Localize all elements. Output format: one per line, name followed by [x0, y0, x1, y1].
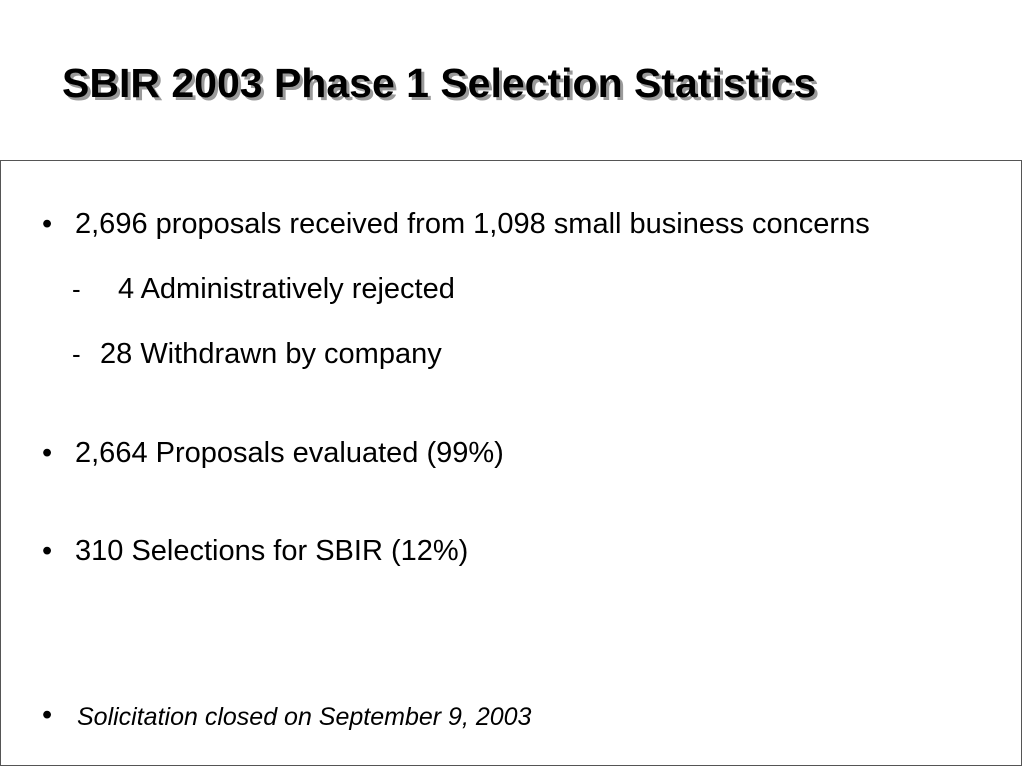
bullet-selections: 310 Selections for SBIR (12%) — [75, 535, 469, 567]
sub-item-administratively-rejected: 4 Administratively rejected — [118, 273, 455, 305]
slide-title: SBIR 2003 Phase 1 Selection Statistics — [62, 60, 817, 106]
bullet-icon: • — [42, 535, 53, 567]
bullet-proposals-received: 2,696 proposals received from 1,098 smal… — [75, 208, 870, 240]
bullet-icon: • — [42, 208, 53, 240]
dash-icon: - — [72, 339, 81, 369]
bullet-solicitation-closed: Solicitation closed on September 9, 2003 — [77, 703, 532, 731]
sub-item-withdrawn: 28 Withdrawn by company — [100, 338, 442, 370]
dash-icon: - — [72, 274, 81, 304]
content-frame — [0, 160, 1022, 766]
bullet-icon: • — [42, 437, 53, 469]
bullet-proposals-evaluated: 2,664 Proposals evaluated (99%) — [75, 437, 504, 469]
bullet-icon: • — [42, 699, 53, 731]
